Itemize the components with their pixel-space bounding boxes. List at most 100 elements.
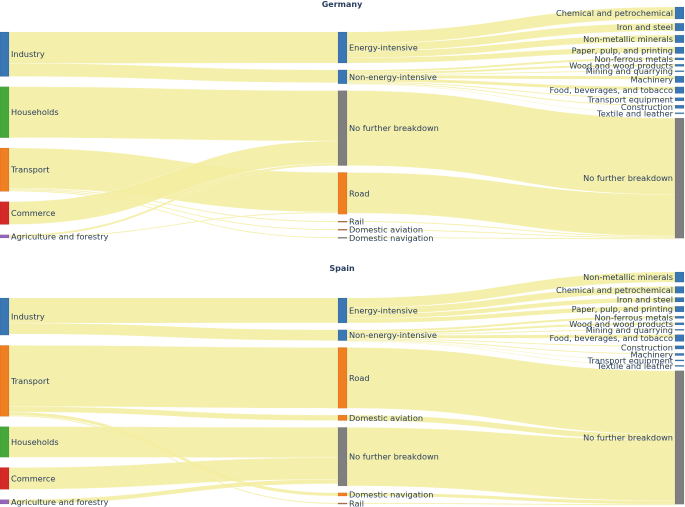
node-mining[interactable] (674, 70, 685, 73)
node-transport[interactable] (0, 345, 10, 417)
node-construction[interactable] (674, 345, 685, 350)
node-wood[interactable] (674, 63, 685, 67)
node-label-households: Households (11, 437, 59, 447)
node-label-non_ferrous: Non-ferrous metals (595, 312, 673, 322)
node-label-chemical: Chemical and petrochemical (556, 8, 673, 18)
node-label-transport: Transport (10, 165, 50, 175)
node-no_breakdown_mid[interactable] (337, 427, 348, 487)
node-wood[interactable] (674, 322, 685, 326)
node-paper[interactable] (674, 305, 685, 313)
node-label-non_energy_intensive: Non-energy-intensive (349, 330, 437, 340)
node-agriculture[interactable] (0, 234, 10, 239)
node-non_metallic[interactable] (674, 34, 685, 44)
node-label-no_breakdown_right: No further breakdown (583, 173, 673, 183)
node-construction[interactable] (674, 104, 685, 109)
node-label-transport_equipment: Transport equipment (587, 355, 674, 365)
node-transport[interactable] (0, 147, 10, 192)
node-label-non_metallic: Non-metallic minerals (583, 34, 673, 44)
node-chemical[interactable] (674, 286, 685, 294)
node-machinery[interactable] (674, 353, 685, 356)
node-label-commerce: Commerce (11, 473, 55, 483)
node-energy_intensive[interactable] (337, 31, 348, 64)
node-iron_steel[interactable] (674, 297, 685, 303)
node-label-construction: Construction (621, 102, 673, 112)
node-iron_steel[interactable] (674, 22, 685, 32)
node-transport_equipment[interactable] (674, 359, 685, 362)
node-label-road: Road (349, 373, 370, 383)
link-industry-to-energy_intensive[interactable] (8, 31, 339, 64)
node-agriculture[interactable] (0, 499, 10, 505)
node-label-textile: Textile and leather (596, 361, 674, 371)
node-industry[interactable] (0, 31, 10, 77)
link-industry-to-energy_intensive[interactable] (8, 297, 339, 324)
node-label-transport: Transport (10, 376, 50, 386)
node-chemical[interactable] (674, 6, 685, 20)
node-label-iron_steel: Iron and steel (617, 22, 673, 32)
node-label-wood: Wood and wood products (569, 319, 673, 329)
link-domestic_navigation-to-no_breakdown_right[interactable] (346, 237, 676, 240)
sankey-germany: Germany Industry Households Transport Comme… (0, 0, 685, 243)
node-domestic_navigation[interactable] (337, 492, 348, 497)
node-label-no_breakdown_mid: No further breakdown (349, 123, 439, 133)
link-non_energy_intensive-to-wood[interactable] (346, 322, 676, 335)
node-industry[interactable] (0, 297, 10, 336)
node-label-households: Households (11, 107, 59, 117)
node-commerce[interactable] (0, 467, 10, 490)
node-label-non_metallic: Non-metallic minerals (583, 272, 673, 282)
node-households[interactable] (0, 426, 10, 458)
link-industry-to-non_energy_intensive[interactable] (8, 63, 339, 83)
node-textile[interactable] (674, 112, 685, 115)
node-non_metallic[interactable] (674, 271, 685, 283)
node-label-no_breakdown_mid: No further breakdown (349, 452, 439, 462)
node-non_energy_intensive[interactable] (337, 329, 348, 341)
node-label-rail: Rail (349, 499, 364, 507)
node-label-rail: Rail (349, 217, 364, 227)
node-label-food: Food, beverages, and tobacco (550, 333, 674, 343)
chart-title-spain: Spain (329, 264, 355, 273)
node-rail[interactable] (337, 502, 348, 505)
node-label-food: Food, beverages, and tobacco (550, 85, 674, 95)
link-energy_intensive-to-iron_steel[interactable] (346, 297, 676, 319)
node-label-agriculture: Agriculture and forestry (11, 497, 109, 507)
node-label-chemical: Chemical and petrochemical (556, 285, 673, 295)
node-label-mining: Mining and quarrying (586, 66, 673, 76)
node-rail[interactable] (337, 220, 348, 223)
link-energy_intensive-to-iron_steel[interactable] (346, 23, 676, 52)
node-mining[interactable] (674, 328, 685, 331)
node-no_breakdown_right[interactable] (674, 370, 685, 505)
node-textile[interactable] (674, 365, 685, 367)
node-commerce[interactable] (0, 201, 10, 225)
link-non_energy_intensive-to-non_ferrous[interactable] (346, 57, 676, 73)
links-germany (8, 6, 676, 240)
node-no_breakdown_mid[interactable] (337, 90, 348, 166)
node-energy_intensive[interactable] (337, 297, 348, 324)
node-label-agriculture: Agriculture and forestry (11, 231, 109, 241)
node-machinery[interactable] (674, 75, 685, 83)
node-domestic_aviation[interactable] (337, 414, 348, 421)
node-transport_equipment[interactable] (674, 97, 685, 102)
node-label-transport_equipment: Transport equipment (587, 94, 674, 104)
node-no_breakdown_right[interactable] (674, 117, 685, 239)
node-food[interactable] (674, 86, 685, 94)
node-road[interactable] (337, 347, 348, 409)
node-non_ferrous[interactable] (674, 57, 685, 61)
node-label-industry: Industry (11, 49, 45, 59)
node-paper[interactable] (674, 46, 685, 54)
node-label-no_breakdown_right: No further breakdown (583, 432, 673, 442)
node-non_energy_intensive[interactable] (337, 69, 348, 85)
node-label-construction: Construction (621, 342, 673, 352)
node-label-wood: Wood and wood products (569, 60, 673, 70)
node-non_ferrous[interactable] (674, 315, 685, 319)
node-households[interactable] (0, 86, 10, 138)
node-food[interactable] (674, 334, 685, 342)
node-road[interactable] (337, 172, 348, 215)
node-label-domestic_aviation: Domestic aviation (349, 225, 423, 235)
nodes-germany: Industry Households Transport Commerce Agric… (0, 6, 685, 243)
node-domestic_navigation[interactable] (337, 236, 348, 239)
link-transport-to-road[interactable] (8, 345, 339, 409)
node-domestic_aviation[interactable] (337, 228, 348, 231)
link-industry-to-non_energy_intensive[interactable] (8, 322, 339, 341)
link-transport-to-domestic_aviation[interactable] (8, 406, 339, 421)
node-label-paper: Paper, pulp, and printing (572, 45, 673, 55)
